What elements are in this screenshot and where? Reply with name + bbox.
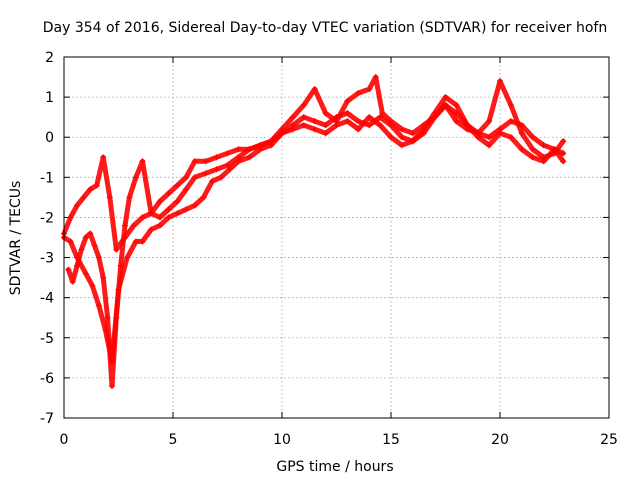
data-trace xyxy=(65,102,566,389)
y-tick-label: -4 xyxy=(40,291,54,307)
data-trace xyxy=(61,74,566,252)
y-tick-label: -5 xyxy=(40,331,54,347)
x-tick-label: 0 xyxy=(60,432,69,448)
series-track-B xyxy=(61,74,567,253)
y-tick-label: -7 xyxy=(40,411,54,427)
data-trace xyxy=(61,94,566,365)
y-tick-label: -1 xyxy=(40,170,54,186)
chart-title: Day 354 of 2016, Sidereal Day-to-day VTE… xyxy=(43,20,607,36)
grid-lines xyxy=(64,57,609,418)
x-tick-label: 25 xyxy=(600,432,618,448)
data-points xyxy=(61,74,567,389)
x-tick-label: 20 xyxy=(491,432,509,448)
y-axis-label: SDTVAR / TECUs xyxy=(8,181,24,296)
y-tick-label: 2 xyxy=(45,50,54,66)
series-track-C xyxy=(65,102,567,389)
y-tick-label: -6 xyxy=(40,371,54,387)
y-tick-label: 1 xyxy=(45,90,54,106)
plot-border xyxy=(63,56,610,419)
y-tick-label: -2 xyxy=(40,210,54,226)
x-axis-label: GPS time / hours xyxy=(276,459,393,475)
x-tick-label: 10 xyxy=(273,432,291,448)
y-tick-label: -3 xyxy=(40,251,54,267)
x-tick-label: 5 xyxy=(169,432,178,448)
axis-ticks: 0 5 10 15 20 25 -7 -6 -5 -4 -3 -2 -1 0 1 2 xyxy=(40,50,618,448)
x-tick-label: 15 xyxy=(382,432,400,448)
y-tick-label: 0 xyxy=(45,130,54,146)
series-track-A xyxy=(61,94,567,365)
